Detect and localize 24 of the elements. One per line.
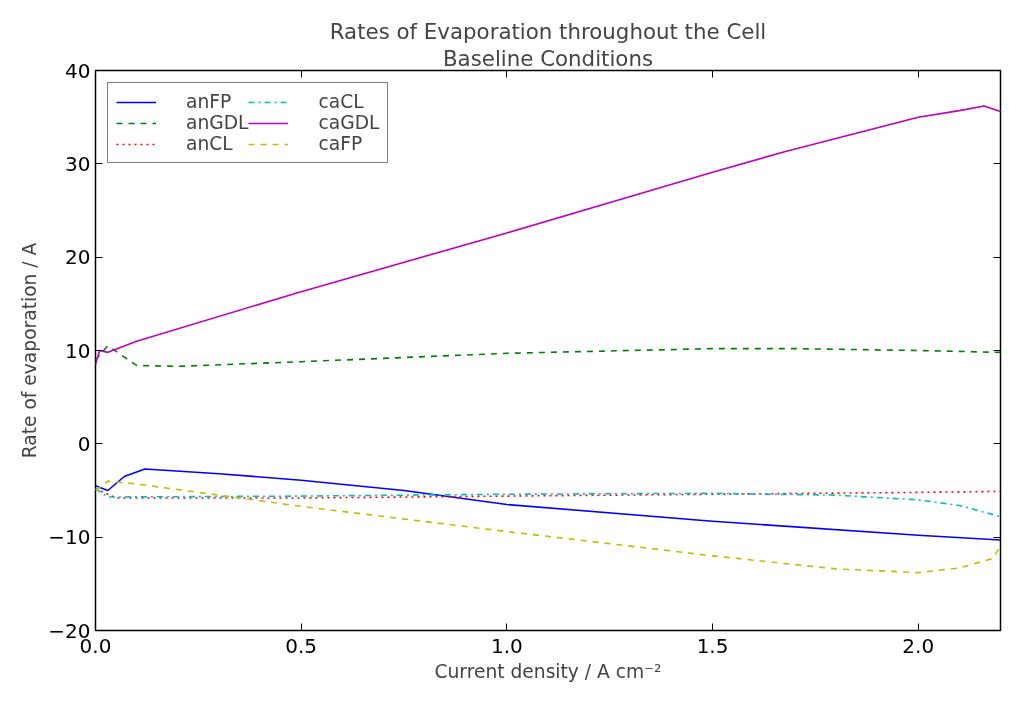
y-tick-label: 0 (77, 431, 91, 456)
x-tick-label: 0.5 (285, 633, 318, 658)
legend-label: caCL (318, 91, 364, 112)
legend-label: anFP (186, 91, 232, 112)
y-tick-label: −10 (48, 525, 91, 550)
y-tick-label: 40 (65, 58, 91, 83)
chart-title: Rates of Evaporation throughout the Cell (329, 18, 767, 44)
line-series (95, 468, 1001, 541)
line-series (95, 345, 1001, 368)
x-tick-label: 1.5 (696, 633, 729, 658)
x-axis-title: Current density / A cm⁻² (434, 660, 662, 682)
y-axis-title: Rate of evaporation / A (19, 242, 41, 459)
line-series (95, 487, 1001, 518)
line-series (95, 480, 1001, 574)
chart-subtitle: Baseline Conditions (442, 45, 654, 71)
y-tick-label: 30 (65, 151, 91, 176)
x-tick-label: 2.0 (902, 633, 935, 658)
legend-label: caFP (318, 133, 363, 154)
x-tick-label: 1.0 (490, 633, 523, 658)
legend-label: anCL (186, 133, 233, 154)
legend-label: caGDL (318, 112, 380, 133)
legend-label: anGDL (186, 112, 249, 133)
y-tick-label: 10 (65, 338, 91, 363)
y-tick-label: 20 (65, 245, 91, 270)
